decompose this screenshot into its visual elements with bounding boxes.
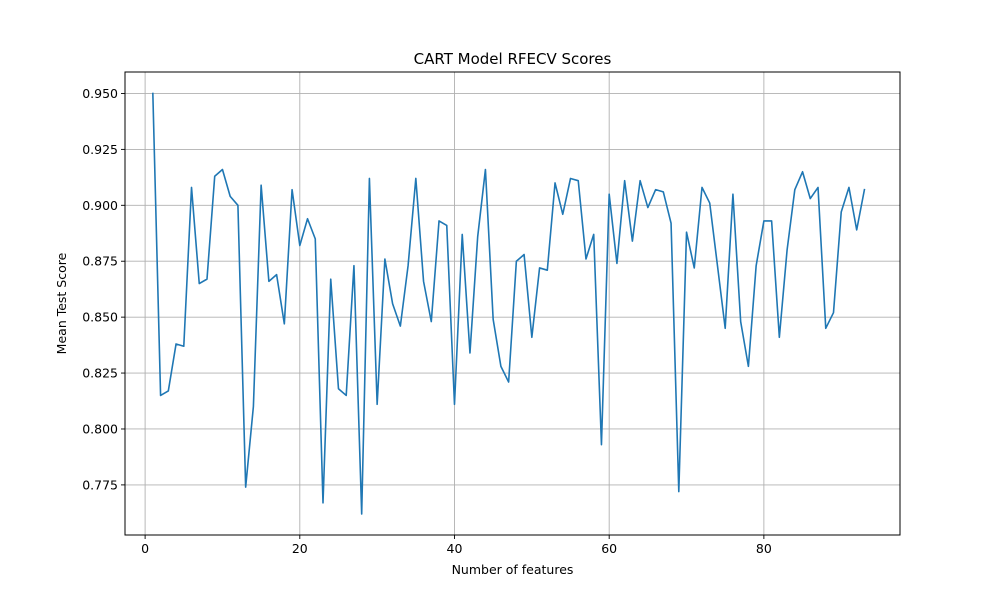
x-tick-label: 60 (601, 541, 617, 556)
y-tick-label: 0.825 (82, 366, 118, 381)
y-tick-label: 0.775 (82, 477, 118, 492)
y-tick-label: 0.950 (82, 86, 118, 101)
y-tick-label: 0.900 (82, 198, 118, 213)
x-axis-label: Number of features (452, 562, 574, 577)
y-axis-ticks: 0.775 0.800 0.825 0.850 0.875 0.900 0.925 0.950 (82, 86, 125, 492)
y-axis-label: Mean Test Score (54, 252, 69, 354)
chart-title: CART Model RFECV Scores (414, 50, 612, 68)
data-series (152, 92, 866, 515)
x-tick-label: 0 (141, 541, 149, 556)
x-tick-label: 20 (292, 541, 308, 556)
y-tick-label: 0.925 (82, 142, 118, 157)
plot-frame (124, 71, 901, 536)
x-tick-label: 40 (447, 541, 463, 556)
y-tick-label: 0.800 (82, 421, 118, 436)
y-tick-label: 0.850 (82, 310, 118, 325)
x-tick-label: 80 (756, 541, 772, 556)
y-tick-label: 0.875 (82, 254, 118, 269)
series-line (152, 92, 866, 515)
x-axis-ticks: 0 20 40 60 80 (141, 535, 772, 556)
